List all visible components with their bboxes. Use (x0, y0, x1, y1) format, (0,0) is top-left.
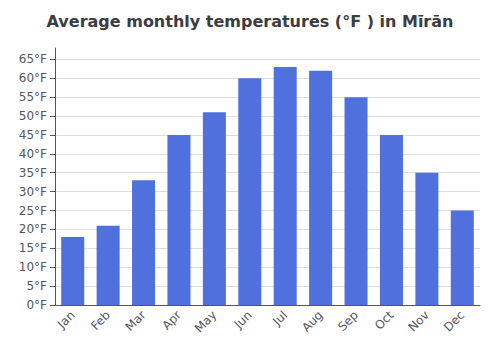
svg-text:Average monthly temperatures (: Average monthly temperatures (°F ) in Mī… (47, 12, 454, 31)
svg-text:Aug: Aug (299, 308, 325, 334)
svg-text:45°F: 45°F (19, 128, 47, 142)
svg-text:10°F: 10°F (19, 260, 47, 274)
svg-text:Feb: Feb (88, 308, 113, 333)
svg-text:5°F: 5°F (26, 279, 47, 293)
svg-text:0°F: 0°F (26, 298, 47, 312)
svg-text:30°F: 30°F (19, 185, 47, 199)
svg-text:25°F: 25°F (19, 204, 47, 218)
svg-text:Mar: Mar (123, 308, 149, 334)
svg-text:Oct: Oct (372, 308, 397, 333)
svg-text:65°F: 65°F (19, 52, 47, 66)
svg-text:May: May (192, 308, 219, 335)
svg-text:Apr: Apr (159, 308, 184, 333)
svg-text:50°F: 50°F (19, 109, 47, 123)
svg-text:Sep: Sep (335, 308, 361, 334)
svg-text:Jan: Jan (54, 308, 78, 332)
svg-text:Dec: Dec (441, 308, 467, 334)
svg-text:35°F: 35°F (19, 166, 47, 180)
svg-text:Jun: Jun (231, 308, 255, 332)
svg-text:20°F: 20°F (19, 222, 47, 236)
svg-text:40°F: 40°F (19, 147, 47, 161)
svg-text:15°F: 15°F (19, 241, 47, 255)
svg-text:Nov: Nov (405, 308, 431, 334)
svg-text:55°F: 55°F (19, 90, 47, 104)
svg-text:60°F: 60°F (19, 71, 47, 85)
svg-text:Jul: Jul (269, 308, 290, 329)
